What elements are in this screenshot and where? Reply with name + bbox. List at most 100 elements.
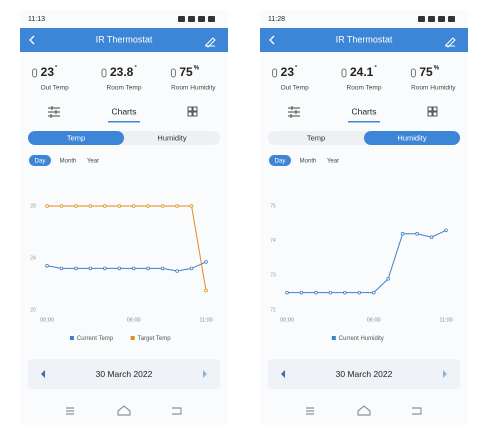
period-button[interactable]: Year — [87, 159, 99, 165]
edit-button[interactable] — [205, 37, 216, 48]
data-point — [117, 266, 122, 271]
grid-tab[interactable] — [192, 111, 198, 117]
data-point — [204, 260, 208, 264]
stat-value: 75 — [419, 65, 433, 79]
period-button[interactable]: Month — [60, 159, 77, 165]
prev-date[interactable] — [281, 370, 285, 378]
stat-value: 24.1 — [350, 65, 374, 79]
stat-value: 75 — [179, 65, 193, 79]
stat-unit: % — [194, 66, 200, 72]
y-tick-label: 28 — [30, 203, 36, 209]
stat-unit: ° — [134, 66, 137, 72]
stat-icon — [32, 68, 38, 78]
nav-menu[interactable] — [306, 407, 314, 415]
charts-tab[interactable]: Charts — [111, 106, 136, 116]
legend-label: Current Temp — [77, 336, 114, 342]
data-point — [103, 266, 107, 271]
y-tick-label: 24 — [30, 255, 36, 261]
legend-label: Current Humidity — [339, 336, 384, 342]
period-active — [29, 155, 51, 166]
stat-label: Room Temp — [347, 85, 382, 92]
status-icon — [198, 16, 205, 22]
series-line — [287, 229, 447, 294]
y-tick-label: 73 — [270, 273, 276, 279]
segment-active — [364, 131, 460, 145]
next-date[interactable] — [443, 370, 447, 378]
segment-button[interactable]: Humidity — [397, 133, 426, 142]
x-tick-label: 11:00 — [439, 317, 452, 323]
stat-label: Room Temp — [107, 85, 142, 92]
grid-tab[interactable] — [192, 106, 198, 112]
period-button[interactable]: Year — [327, 159, 339, 165]
app-header — [260, 28, 468, 52]
segment-button[interactable]: Temp — [67, 133, 85, 142]
data-point — [131, 266, 136, 271]
segment-active — [28, 131, 124, 145]
nav-back[interactable] — [172, 407, 182, 415]
status-icon — [438, 16, 445, 22]
charts-tab[interactable]: Charts — [351, 106, 376, 116]
legend-swatch — [69, 336, 74, 340]
period-button[interactable]: Day — [35, 159, 46, 165]
date-bar — [268, 359, 460, 389]
stat-label: Out Temp — [41, 85, 69, 92]
data-point — [175, 204, 179, 208]
y-tick-label: 20 — [30, 307, 36, 313]
data-point — [160, 266, 165, 271]
tab-underline — [108, 121, 140, 123]
status-icon — [448, 16, 455, 22]
prev-date[interactable] — [41, 370, 45, 378]
grid-tab[interactable] — [187, 106, 193, 112]
data-point — [103, 204, 107, 208]
grid-tab[interactable] — [432, 111, 438, 117]
app-header — [20, 28, 228, 52]
stat-label: Room Humidity — [171, 85, 216, 92]
grid-tab[interactable] — [427, 106, 433, 112]
edit-button[interactable] — [445, 37, 456, 48]
stat-value: 23 — [281, 65, 295, 79]
data-point — [117, 204, 122, 208]
data-point — [74, 204, 78, 208]
settings-tab[interactable] — [48, 106, 60, 118]
stat-unit: ° — [295, 66, 298, 72]
back-button[interactable] — [269, 35, 275, 45]
period-button[interactable]: Month — [300, 159, 317, 165]
x-tick-label: 06:00 — [367, 317, 381, 323]
data-point — [88, 204, 93, 208]
status-time: 11:13 — [28, 16, 45, 23]
segment-button[interactable]: Humidity — [157, 133, 186, 142]
settings-tab[interactable] — [288, 106, 300, 118]
series-line — [47, 205, 207, 291]
nav-back[interactable] — [412, 407, 422, 415]
data-point — [59, 204, 64, 208]
grid-tab[interactable] — [432, 106, 438, 112]
data-point — [146, 266, 150, 271]
back-button[interactable] — [29, 35, 35, 45]
grid-tab[interactable] — [427, 111, 433, 117]
grid-tab[interactable] — [187, 111, 193, 117]
x-tick-label: 06:00 — [127, 317, 141, 323]
tab-underline — [348, 121, 380, 123]
series-line — [46, 261, 207, 272]
data-point — [160, 204, 165, 208]
date-bar — [28, 359, 220, 389]
stat-icon — [410, 68, 416, 78]
data-point — [415, 231, 419, 236]
data-point — [343, 290, 347, 295]
nav-menu[interactable] — [66, 407, 74, 415]
legend-label: Target Temp — [138, 336, 172, 342]
stat-label: Out Temp — [281, 85, 309, 92]
data-point — [285, 290, 289, 295]
nav-home[interactable] — [357, 405, 371, 416]
date-label: 30 March 2022 — [96, 369, 153, 379]
period-active — [269, 155, 291, 166]
segment-button[interactable]: Temp — [307, 133, 325, 142]
nav-home[interactable] — [117, 405, 131, 416]
period-button[interactable]: Day — [275, 159, 286, 165]
x-tick-label: 00:00 — [280, 317, 294, 323]
status-icon — [188, 16, 195, 22]
next-date[interactable] — [203, 370, 207, 378]
data-point — [328, 290, 333, 295]
